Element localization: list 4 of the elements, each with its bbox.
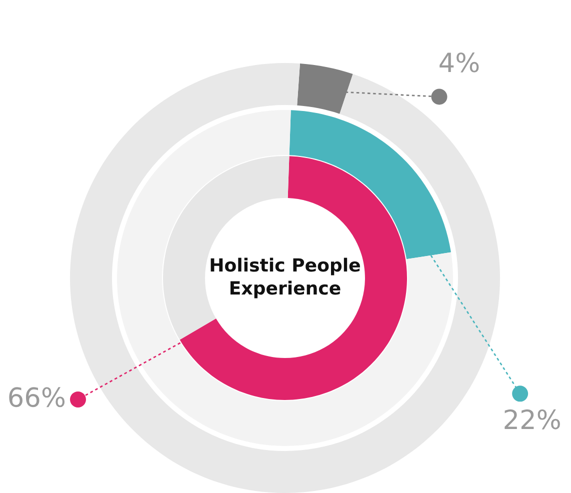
data-label: 4% xyxy=(440,52,479,72)
data-label: 22% xyxy=(504,409,560,430)
text: Holistic People Experience xyxy=(210,258,360,298)
data-label: 66% xyxy=(9,387,65,408)
